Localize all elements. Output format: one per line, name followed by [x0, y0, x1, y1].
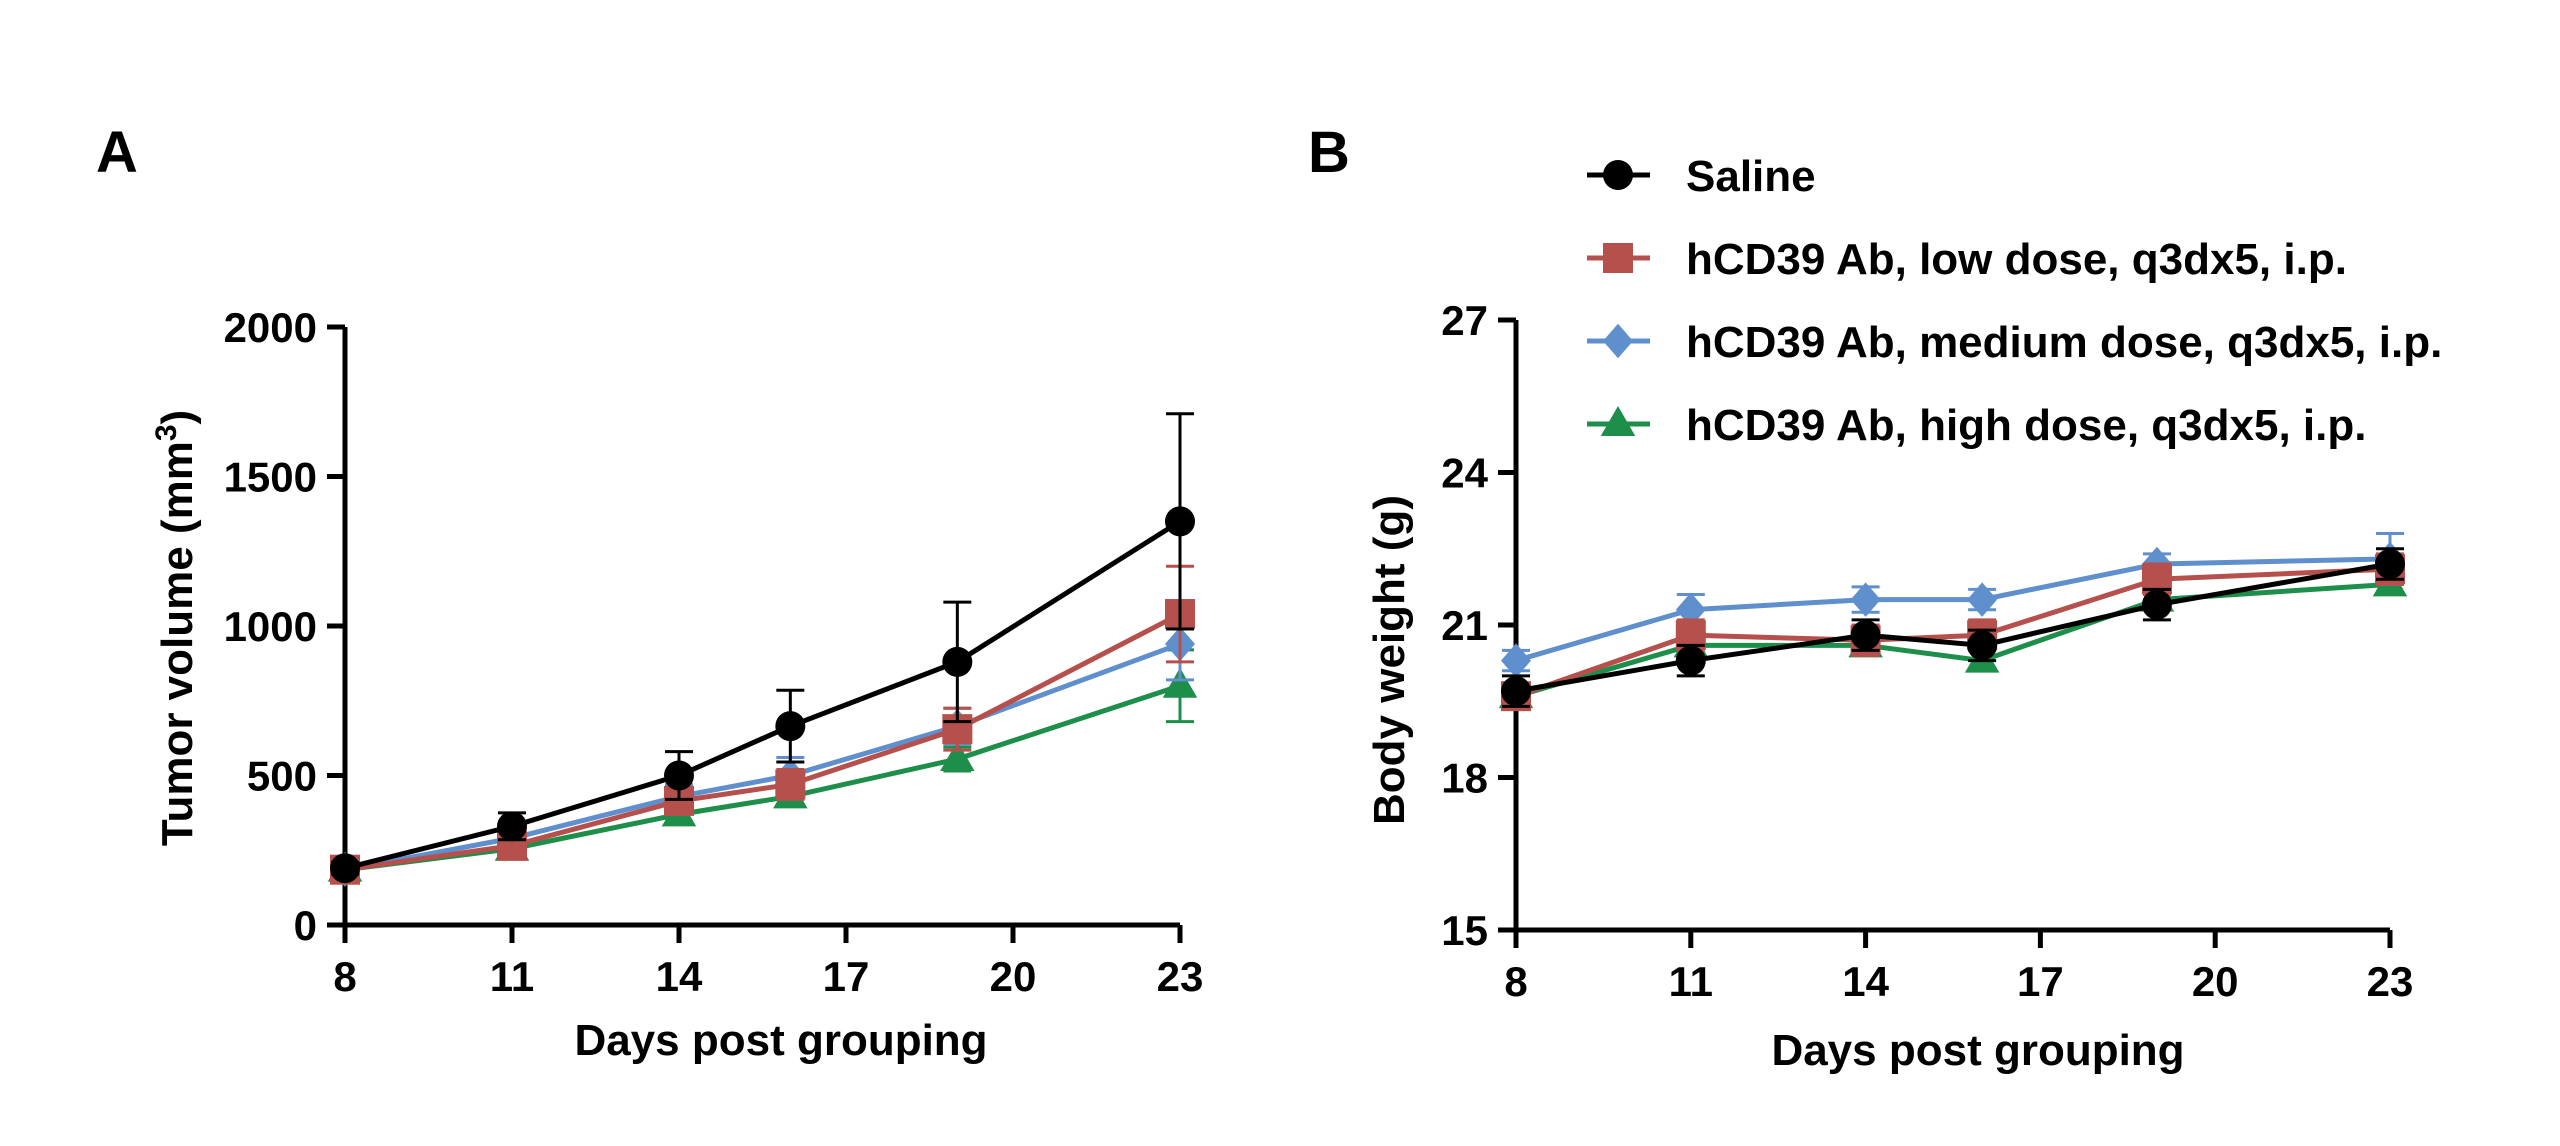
panel-b-point-circle [2141, 589, 2172, 620]
panel-b-x-tick-label: 17 [2017, 958, 2064, 1005]
panel-a-x-tick-label: 14 [656, 953, 703, 1000]
panel-b-series-line-square [1515, 566, 2391, 699]
panel-a-x-tick-label: 8 [333, 953, 356, 1000]
panel-a-y-tick-label: 1500 [224, 454, 317, 501]
panel-b: B 15 18 21 24 27 8 11 14 17 20 23 Days post groupi… [1308, 120, 2442, 1075]
panel-b-tick-labels: 15 18 21 24 27 8 11 14 17 20 23 [1441, 297, 2413, 1005]
panel-b-axes [1498, 317, 2393, 948]
panel-b-point-circle [2375, 549, 2405, 579]
panel-b-x-tick-label: 14 [1842, 958, 1889, 1005]
panel-b-point-diamond [1967, 582, 1998, 617]
panel-a-point-square [775, 769, 806, 800]
panel-b-point-circle [1967, 630, 1998, 661]
panel-b-point-circle [1675, 645, 1706, 676]
panel-b-series [1498, 532, 2408, 712]
panel-a-point-circle [664, 760, 694, 791]
panel-a-tick-labels: 0 500 1000 1500 2000 8 11 14 17 20 23 [224, 304, 1204, 1000]
legend-marker-circle [1603, 160, 1633, 190]
legend-label: hCD39 Ab, low dose, q3dx5, i.p. [1686, 235, 2347, 284]
legend-marker-square [1603, 243, 1633, 273]
panel-b-point-circle [1501, 676, 1531, 707]
panel-b-y-tick-label: 24 [1441, 450, 1488, 497]
panel-b-y-tick-label: 27 [1441, 297, 1488, 344]
panel-a-y-tick-label: 1000 [224, 603, 317, 650]
panel-b-series-line-circle [1515, 561, 2391, 694]
panel-a-series [327, 412, 1198, 887]
panel-b-series-line-diamond [1515, 556, 2391, 663]
panel-a-y-tick-label: 0 [294, 902, 317, 949]
legend-item-diamond: hCD39 Ab, medium dose, q3dx5, i.p. [1587, 318, 2442, 367]
panel-a-series-line-triangle [344, 683, 1181, 873]
legend-item-triangle: hCD39 Ab, high dose, q3dx5, i.p. [1587, 401, 2366, 450]
legend-marker-triangle [1600, 406, 1636, 436]
panel-b-letter: B [1308, 120, 1350, 185]
panel-a-series-diamond [330, 606, 1195, 887]
panel-a-x-axis-title: Days post grouping [574, 1016, 987, 1065]
panel-a-point-circle [497, 811, 527, 842]
panel-a-x-tick-label: 17 [823, 953, 870, 1000]
panel-a-series-line-square [344, 611, 1182, 873]
panel-a-point-circle [1165, 506, 1195, 537]
panel-b-y-tick-label: 15 [1441, 907, 1488, 954]
panel-b-point-diamond [1850, 582, 1881, 617]
panel-b-x-tick-label: 8 [1504, 958, 1527, 1005]
legend: Saline hCD39 Ab, low dose, q3dx5, i.p. hCD… [1587, 152, 2442, 450]
panel-a-point-circle [330, 853, 360, 884]
panel-a: A 0 500 1000 1500 2000 8 11 14 17 20 23 Days post … [96, 120, 1203, 1065]
panel-b-y-tick-label: 18 [1441, 755, 1488, 802]
legend-label: hCD39 Ab, high dose, q3dx5, i.p. [1686, 401, 2366, 450]
panel-a-x-tick-label: 20 [990, 953, 1037, 1000]
panel-b-series-square [1501, 552, 2405, 712]
legend-label: Saline [1686, 152, 1816, 201]
panel-a-y-axis-title-main: Tumor volume (mm [153, 441, 202, 846]
panel-b-x-tick-label: 20 [2192, 958, 2239, 1005]
panel-a-axes [327, 324, 1183, 943]
panel-a-x-tick-label: 23 [1157, 953, 1204, 1000]
legend-marker-diamond [1603, 323, 1633, 359]
panel-b-point-diamond [1675, 592, 1706, 627]
panel-b-point-circle [1850, 620, 1881, 651]
panel-a-point-circle [942, 646, 973, 677]
panel-b-y-axis-title: Body weight (g) [1365, 495, 1414, 825]
panel-a-letter: A [96, 120, 138, 185]
panel-a-x-tick-label: 11 [490, 953, 534, 1000]
legend-item-circle: Saline [1587, 152, 1816, 201]
panel-a-series-line-circle [344, 519, 1182, 871]
panel-b-y-tick-label: 21 [1441, 602, 1488, 649]
panel-b-x-axis-title: Days post grouping [1771, 1026, 2184, 1075]
panel-b-x-tick-label: 23 [2367, 958, 2414, 1005]
panel-a-y-axis-title-close: ) [153, 410, 202, 425]
panel-a-point-triangle [940, 741, 975, 772]
panel-a-point-circle [775, 711, 806, 742]
panel-b-series-circle [1501, 547, 2405, 708]
panel-a-y-tick-label: 500 [247, 753, 317, 800]
legend-label: hCD39 Ab, medium dose, q3dx5, i.p. [1686, 318, 2442, 367]
panel-a-y-axis-title-superscript: 3 [150, 424, 183, 441]
panel-a-series-circle [330, 412, 1195, 884]
panel-b-x-tick-label: 11 [1669, 958, 1713, 1005]
panel-a-point-triangle [1162, 667, 1198, 698]
legend-item-square: hCD39 Ab, low dose, q3dx5, i.p. [1587, 235, 2347, 284]
panel-a-y-tick-label: 2000 [224, 304, 317, 351]
panel-b-point-diamond [1501, 643, 1531, 678]
panel-a-y-axis-title: Tumor volume (mm3) [150, 410, 202, 846]
